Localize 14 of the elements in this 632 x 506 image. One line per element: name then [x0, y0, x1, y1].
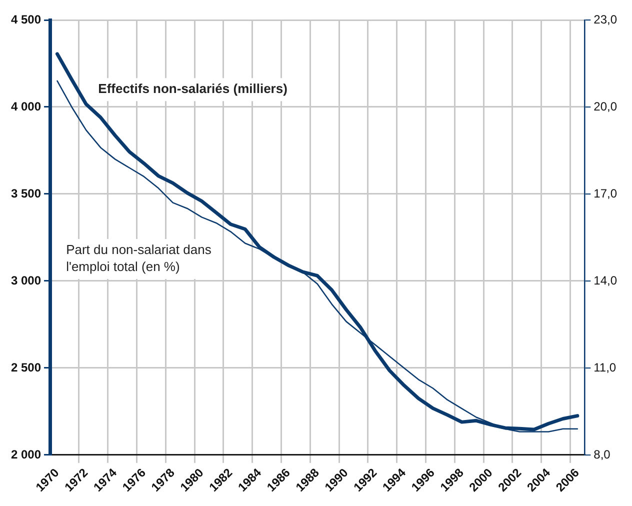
y-tick-label: 2 500: [11, 360, 42, 374]
y2-tick-label: 17,0: [594, 186, 618, 200]
y-tick-label: 3 500: [11, 186, 42, 200]
series-label: Effectifs non-salariés (milliers): [98, 81, 288, 96]
y2-tick-label: 14,0: [594, 273, 618, 288]
y-tick-label: 4 000: [11, 99, 42, 114]
y2-tick-label: 23,0: [594, 12, 618, 26]
y2-tick-label: 20,0: [594, 99, 618, 114]
y-tick-label: 4 500: [11, 12, 42, 26]
y-tick-label: 2 000: [11, 447, 42, 462]
y2-tick-label: 11,0: [594, 360, 616, 374]
y2-tick-label: 8,0: [594, 447, 611, 462]
y-tick-label: 3 000: [11, 273, 42, 288]
series-label: Part du non-salariat dans l'emploi total (en %): [66, 242, 212, 274]
